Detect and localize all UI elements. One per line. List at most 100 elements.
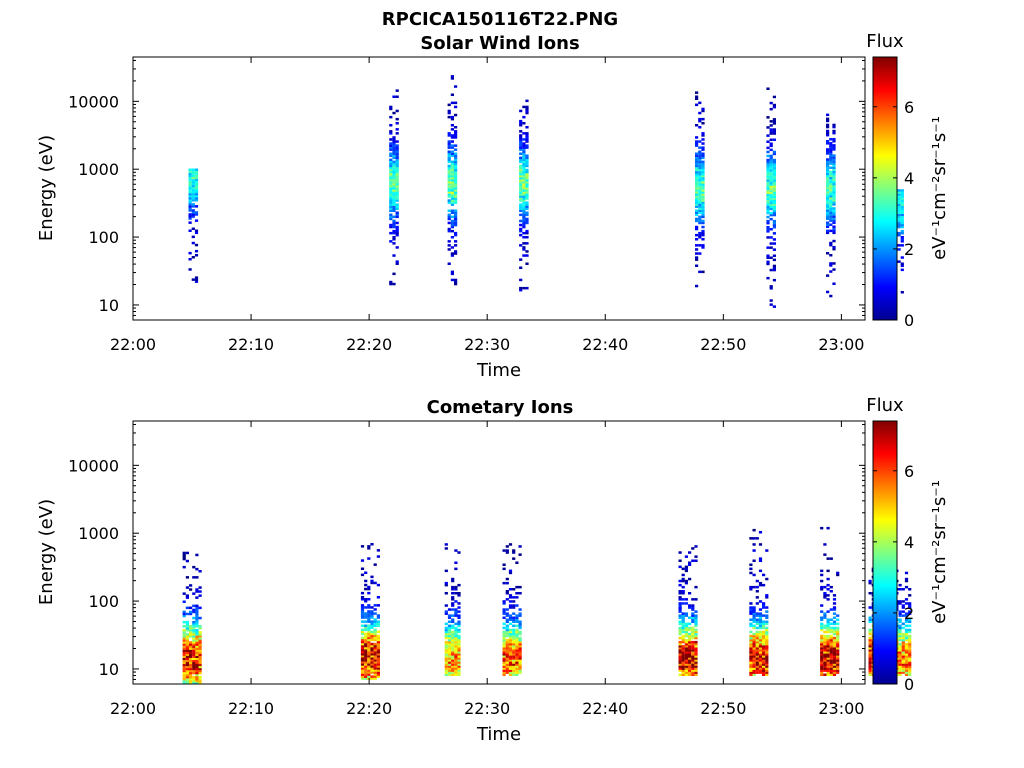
spectrogram-cell [694,640,698,644]
spectrogram-cell [454,632,458,636]
spectrogram-cell [515,653,519,656]
spectrogram-cell [518,642,522,646]
spectrogram-cell [898,655,902,658]
spectrogram-cell [444,661,448,664]
spectrogram-cell [189,671,193,675]
spectrogram-cell [691,665,695,668]
spectrogram-cell [694,620,698,623]
spectrogram-cell [505,642,509,646]
spectrogram-cell [454,105,458,109]
spectrogram-cell [765,594,769,597]
spectrogram-cell [752,636,756,640]
spectrogram-cell [447,217,451,221]
spectrogram-cell [389,215,393,219]
spectrogram-cell [364,657,368,660]
spectrogram-cell [900,193,904,196]
spectrogram-cell [769,130,773,133]
spectrogram-cell [195,677,199,681]
spectrogram-cell [195,657,199,660]
spectrogram-cell [451,661,455,664]
spectrogram-cell [766,221,770,225]
spectrogram-cell [376,675,380,678]
spectrogram-cell [525,164,529,168]
spectrogram-cell [522,207,526,210]
spectrogram-cell [826,193,830,196]
spectrogram-cell [522,187,526,190]
spectrogram-cell [698,205,702,208]
spectrogram-cell [395,152,399,155]
spectrogram-cell [519,174,523,178]
spectrogram-cell [376,596,380,599]
spectrogram-cell [360,657,365,660]
spectrogram-cell [698,152,702,155]
spectrogram-cell [826,661,830,664]
spectrogram-cell [367,606,371,609]
spectrogram-cell [444,610,448,613]
spectrogram-cell [522,225,526,229]
spectrogram-cell [698,217,702,221]
spectrogram-cell [832,620,837,623]
spectrogram-cell [191,172,195,175]
spectrogram-cell [698,176,702,180]
spectrogram-cell [820,610,824,613]
spectrogram-cell [367,547,371,550]
spectrogram-cell [681,612,685,615]
spectrogram-cell [182,610,186,614]
spectrogram-cell [836,640,840,644]
spectrogram-cell [370,653,374,656]
spectrogram-cell [823,642,827,646]
spectrogram-cell [765,655,769,658]
spectrogram-cell [752,620,756,623]
spectrogram-cell [512,606,516,609]
spectrogram-cell [832,162,836,165]
spectrogram-cell [765,610,769,613]
spectrogram-cell [454,640,458,644]
spectrogram-cell [698,166,702,170]
spectrogram-cell [832,146,836,149]
spectrogram-cell [522,242,526,245]
spectrogram-cell [898,671,902,674]
spectrogram-cell [360,628,365,632]
spectrogram-cell [191,213,195,216]
spectrogram-cell [182,551,186,555]
spectrogram-cell [447,134,451,137]
spectrogram-cell [522,144,526,147]
spectrogram-cell [836,571,840,575]
spectrogram-cell [908,624,912,628]
spectrogram-cell [898,649,902,652]
spectrogram-cell [898,632,902,636]
spectrogram-cell [515,628,519,632]
spectrogram-cell [370,614,374,617]
spectrogram-cell [766,209,770,213]
spectrogram-cell [395,146,399,149]
spectrogram-cell [701,138,705,141]
spectrogram-cell [376,667,380,670]
spectrogram-cell [749,622,753,626]
spectrogram-cell [769,142,773,145]
spectrogram-cell [904,645,909,648]
spectrogram-cell [389,183,393,186]
spectrogram-cell [832,268,836,271]
spectrogram-cell [769,128,773,131]
spectrogram-cell [444,547,448,550]
spectrogram-cell [694,632,698,636]
colorbar-label: eV⁻¹cm⁻²sr⁻¹s⁻¹ [929,480,950,624]
spectrogram-cell [182,651,186,654]
spectrogram-cell [395,207,399,210]
spectrogram-cell [505,549,509,552]
spectrogram-cell [447,630,452,634]
spectrogram-cell [447,659,452,662]
spectrogram-cell [749,673,753,676]
spectrogram-cell [508,669,513,672]
spectrogram-cell [373,653,377,656]
spectrogram-cell [904,671,909,674]
spectrogram-cell [823,663,827,666]
spectrogram-cell [389,172,393,176]
spectrogram-cell [515,624,519,628]
spectrogram-cell [820,588,824,591]
spectrogram-cell [752,612,756,615]
spectrogram-cell [395,128,399,131]
spectrogram-cell [898,651,902,654]
spectrogram-cell [508,616,513,619]
